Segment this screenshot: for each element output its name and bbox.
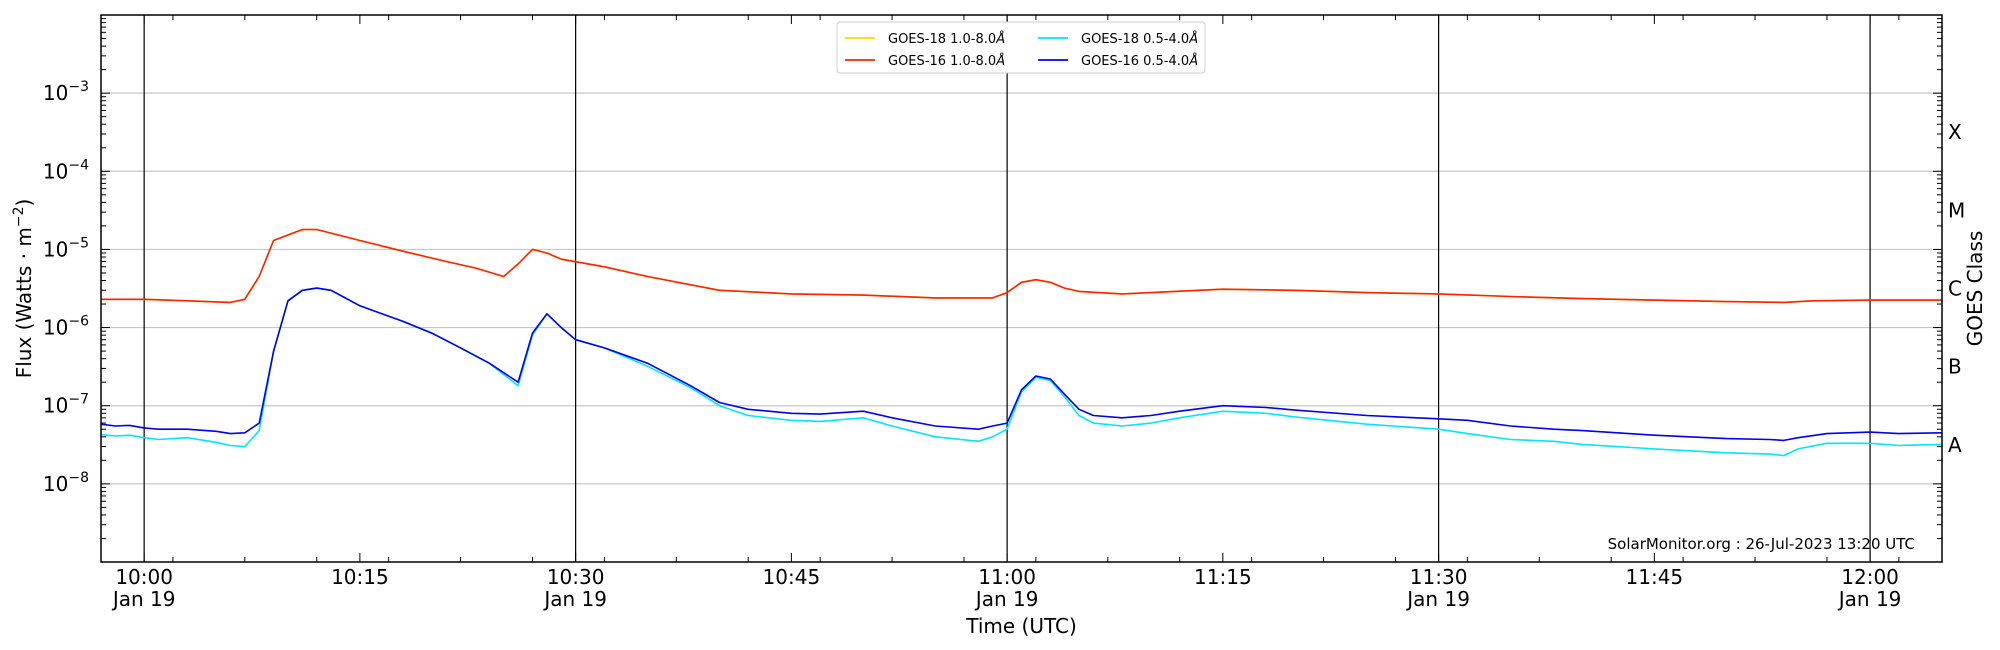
y-tick-base: 10 — [43, 472, 68, 496]
legend-label: GOES-16 1.0-8.0Å — [888, 53, 1005, 69]
x-tick-sublabel: Jan 19 — [111, 587, 176, 611]
y-tick-label: 10−4 — [43, 157, 89, 183]
y-tick-exponent: −5 — [68, 235, 89, 251]
legend-label-unit: Å — [995, 53, 1005, 69]
y-tick-base: 10 — [43, 237, 68, 261]
legend-label-text: GOES-16 0.5-4.0 — [1081, 54, 1189, 69]
y-tick-label: 10−6 — [43, 314, 89, 340]
legend-label: GOES-18 0.5-4.0Å — [1081, 31, 1198, 47]
y-tick-label: 10−5 — [43, 235, 89, 261]
x-tick-label: 10:30 — [547, 565, 605, 589]
y-axis-title-main: Flux (Watts · m — [12, 227, 36, 378]
credit-text: SolarMonitor.org : 26-Jul-2023 13:20 UTC — [1608, 535, 1915, 553]
y-tick-exponent: −8 — [68, 470, 89, 486]
y-tick-exponent: −3 — [68, 79, 89, 95]
x-tick-label: 10:00 — [115, 565, 173, 589]
y-tick-exponent: −4 — [68, 157, 89, 173]
x-tick-label: 11:30 — [1410, 565, 1468, 589]
y-axis-title: Flux (Watts · m−2) — [11, 199, 36, 379]
legend-label: GOES-18 1.0-8.0Å — [888, 31, 1005, 47]
x-tick-label: 11:00 — [978, 565, 1036, 589]
x-tick-label: 11:15 — [1194, 565, 1252, 589]
legend-label-text: GOES-18 0.5-4.0 — [1081, 32, 1189, 47]
x-tick-label: 10:15 — [331, 565, 389, 589]
y-tick-base: 10 — [43, 394, 68, 418]
x-tick-sublabel: Jan 19 — [974, 587, 1039, 611]
goes-class-labels: A B C M X — [1948, 120, 1965, 457]
y-tick-exponent: −6 — [68, 314, 89, 330]
goes-class-B: B — [1948, 355, 1962, 379]
series-line — [100, 287, 1943, 457]
legend-label-unit: Å — [1188, 53, 1198, 69]
x-tick-sublabel: Jan 19 — [542, 587, 607, 611]
legend-label-text: GOES-16 1.0-8.0 — [888, 54, 996, 69]
y-tick-label: 10−8 — [43, 470, 89, 496]
y-axis-title-sup: −2 — [11, 207, 27, 228]
goes-class-A: A — [1948, 433, 1962, 457]
y-axis-ticks: 10−810−710−610−510−410−3 — [43, 18, 1942, 539]
goes-class-C: C — [1948, 277, 1962, 301]
x-tick-label: 10:45 — [763, 565, 821, 589]
y-tick-base: 10 — [43, 81, 68, 105]
y-axis-title-end: ) — [12, 199, 36, 207]
y-tick-base: 10 — [43, 159, 68, 183]
plot-frame — [100, 14, 1943, 563]
x-axis-title: Time (UTC) — [965, 614, 1077, 638]
x-tick-sublabel: Jan 19 — [1837, 587, 1902, 611]
x-tick-label: 12:00 — [1841, 565, 1899, 589]
goes-class-M: M — [1948, 198, 1965, 222]
legend-box — [836, 21, 1206, 74]
x-tick-sublabel: Jan 19 — [1405, 587, 1470, 611]
vertical-day-lines — [143, 15, 1871, 562]
series-layer — [100, 228, 1943, 457]
series-line — [101, 228, 1942, 304]
y-tick-exponent: −7 — [68, 392, 89, 408]
legend-label-unit: Å — [995, 31, 1005, 47]
y-tick-base: 10 — [43, 316, 68, 340]
x-tick-label: 11:45 — [1626, 565, 1684, 589]
goes-class-X: X — [1948, 120, 1962, 144]
legend-label-unit: Å — [1188, 31, 1198, 47]
legend-label: GOES-16 0.5-4.0Å — [1081, 53, 1198, 69]
grid-layer — [101, 92, 1942, 485]
goes-class-axis-title: GOES Class — [1963, 231, 1987, 347]
series-line — [100, 287, 1943, 442]
y-tick-label: 10−7 — [43, 392, 89, 418]
series-line — [101, 228, 1942, 304]
legend-label-text: GOES-18 1.0-8.0 — [888, 32, 996, 47]
y-tick-label: 10−3 — [43, 79, 89, 105]
